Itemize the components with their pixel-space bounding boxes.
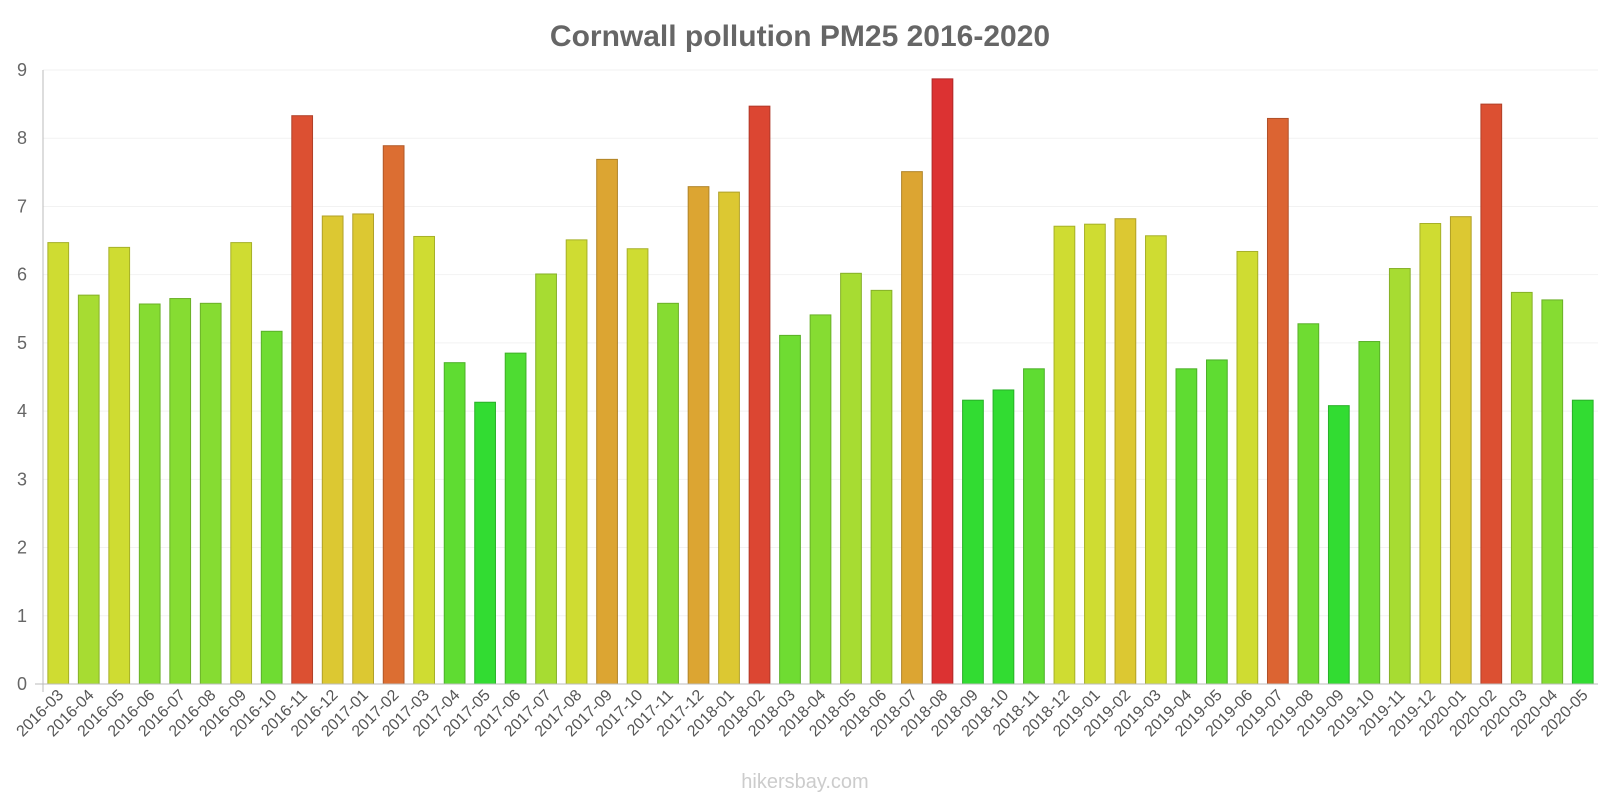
bar-2018-12 [1053, 225, 1076, 685]
bar-2017-03 [413, 235, 435, 685]
y-tick-label: 6 [17, 265, 27, 285]
bar-2016-11 [291, 115, 314, 685]
bar-2017-10 [626, 248, 649, 685]
bar-2017-11 [657, 302, 679, 685]
bar-2016-09 [230, 242, 253, 685]
bar-2017-12 [687, 186, 710, 685]
bar-2017-02 [382, 145, 405, 685]
y-tick-label: 1 [17, 606, 27, 626]
bar-2017-01 [352, 213, 375, 685]
bar-2016-04 [77, 294, 100, 685]
bar-2020-03 [1510, 291, 1533, 685]
bar-2018-11 [1023, 368, 1045, 685]
bar-2019-10 [1358, 341, 1381, 685]
y-axis-ticks: 0 1 2 3 4 5 6 7 8 9 [17, 60, 27, 694]
bar-2019-04 [1175, 368, 1198, 685]
bar-2019-06 [1236, 250, 1259, 685]
bar-2016-03 [47, 242, 70, 685]
y-tick-label: 3 [17, 469, 27, 489]
bar-2018-01 [718, 191, 740, 685]
y-tick-label: 4 [17, 401, 27, 421]
bar-2018-07 [901, 171, 923, 685]
bar-2016-06 [138, 303, 161, 685]
bar-2018-03 [779, 334, 801, 685]
bar-2019-05 [1206, 359, 1228, 685]
bar-2020-05 [1571, 399, 1594, 685]
bar-2019-11 [1388, 268, 1411, 685]
bar-2017-04 [443, 362, 466, 685]
bar-2019-02 [1114, 218, 1137, 685]
bar-2019-12 [1419, 223, 1442, 685]
bar-2016-05 [108, 246, 131, 685]
bar-2019-08 [1297, 323, 1320, 685]
chart-title: Cornwall pollution PM25 2016-2020 [550, 20, 1050, 53]
x-axis-ticks: 2016-032016-042016-052016-062016-072016-… [14, 687, 1592, 741]
bar-2018-02 [748, 105, 771, 685]
bar-2019-07 [1266, 117, 1289, 685]
bar-2018-08 [931, 78, 954, 685]
y-tick-label: 7 [17, 196, 27, 216]
bar-2018-10 [992, 389, 1015, 685]
y-tick-label: 0 [17, 674, 27, 694]
bar-2016-10 [260, 330, 283, 685]
bar-2016-12 [321, 215, 344, 685]
bar-2017-09 [596, 158, 618, 685]
bar-2020-02 [1480, 103, 1503, 685]
y-tick-label: 2 [17, 538, 27, 558]
bar-2018-06 [870, 289, 893, 685]
bar-2016-08 [199, 302, 222, 685]
axes [35, 70, 1598, 692]
bar-2019-03 [1145, 235, 1167, 685]
bar-2019-09 [1327, 405, 1350, 685]
y-tick-label: 8 [17, 128, 27, 148]
bar-2017-08 [565, 239, 588, 685]
y-tick-label: 9 [17, 60, 27, 80]
watermark: hikersbay.com [741, 771, 868, 793]
bar-2019-01 [1084, 223, 1106, 685]
bar-2018-05 [840, 272, 862, 685]
bar-2020-04 [1541, 299, 1564, 685]
bar-2016-07 [169, 298, 192, 685]
bar-2017-06 [504, 352, 527, 685]
y-tick-label: 5 [17, 333, 27, 353]
bars [47, 78, 1594, 685]
bar-2017-05 [474, 401, 496, 685]
bar-2017-07 [535, 273, 557, 685]
bar-2020-01 [1449, 216, 1472, 685]
bar-2018-04 [809, 314, 832, 685]
bar-2018-09 [962, 399, 984, 685]
